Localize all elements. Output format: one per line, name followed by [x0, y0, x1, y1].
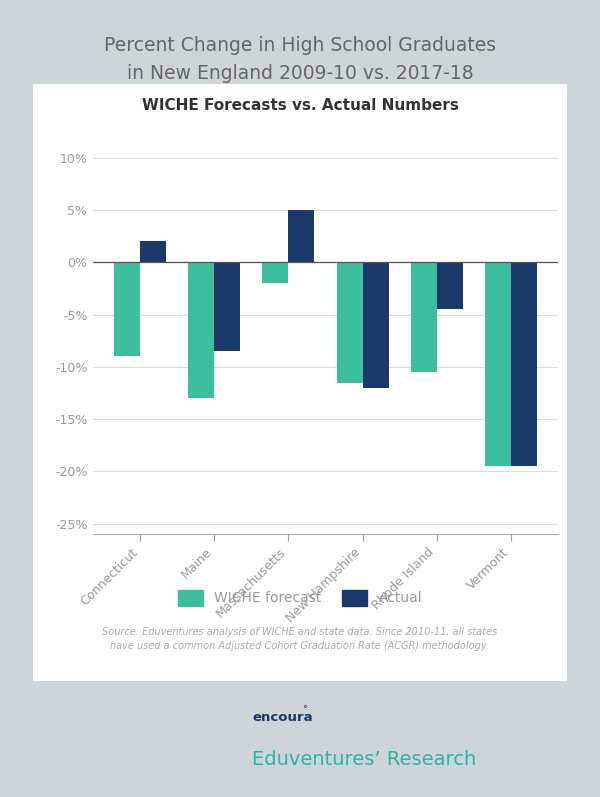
Bar — [140, 241, 166, 262]
Text: WICHE Forecasts vs. Actual Numbers: WICHE Forecasts vs. Actual Numbers — [142, 98, 458, 113]
Bar — [289, 210, 314, 262]
Bar — [485, 262, 511, 466]
Bar — [262, 262, 289, 283]
Bar — [214, 262, 240, 351]
Bar — [511, 262, 537, 466]
Bar — [437, 262, 463, 309]
Bar — [188, 262, 214, 398]
Bar — [337, 262, 362, 383]
Bar — [411, 262, 437, 372]
Legend: WICHE forecast, Actual: WICHE forecast, Actual — [172, 584, 428, 611]
Text: encoura: encoura — [252, 711, 313, 724]
Bar — [362, 262, 389, 387]
Bar — [114, 262, 140, 356]
Text: Source: Eduventures analysis of WICHE and state data. Since 2010-11, all states
: Source: Eduventures analysis of WICHE an… — [103, 627, 497, 651]
Text: ˚: ˚ — [303, 706, 308, 717]
Text: Percent Change in High School Graduates
in New England 2009-10 vs. 2017-18: Percent Change in High School Graduates … — [104, 36, 496, 83]
Text: Eduventures’ Research: Eduventures’ Research — [252, 750, 476, 768]
